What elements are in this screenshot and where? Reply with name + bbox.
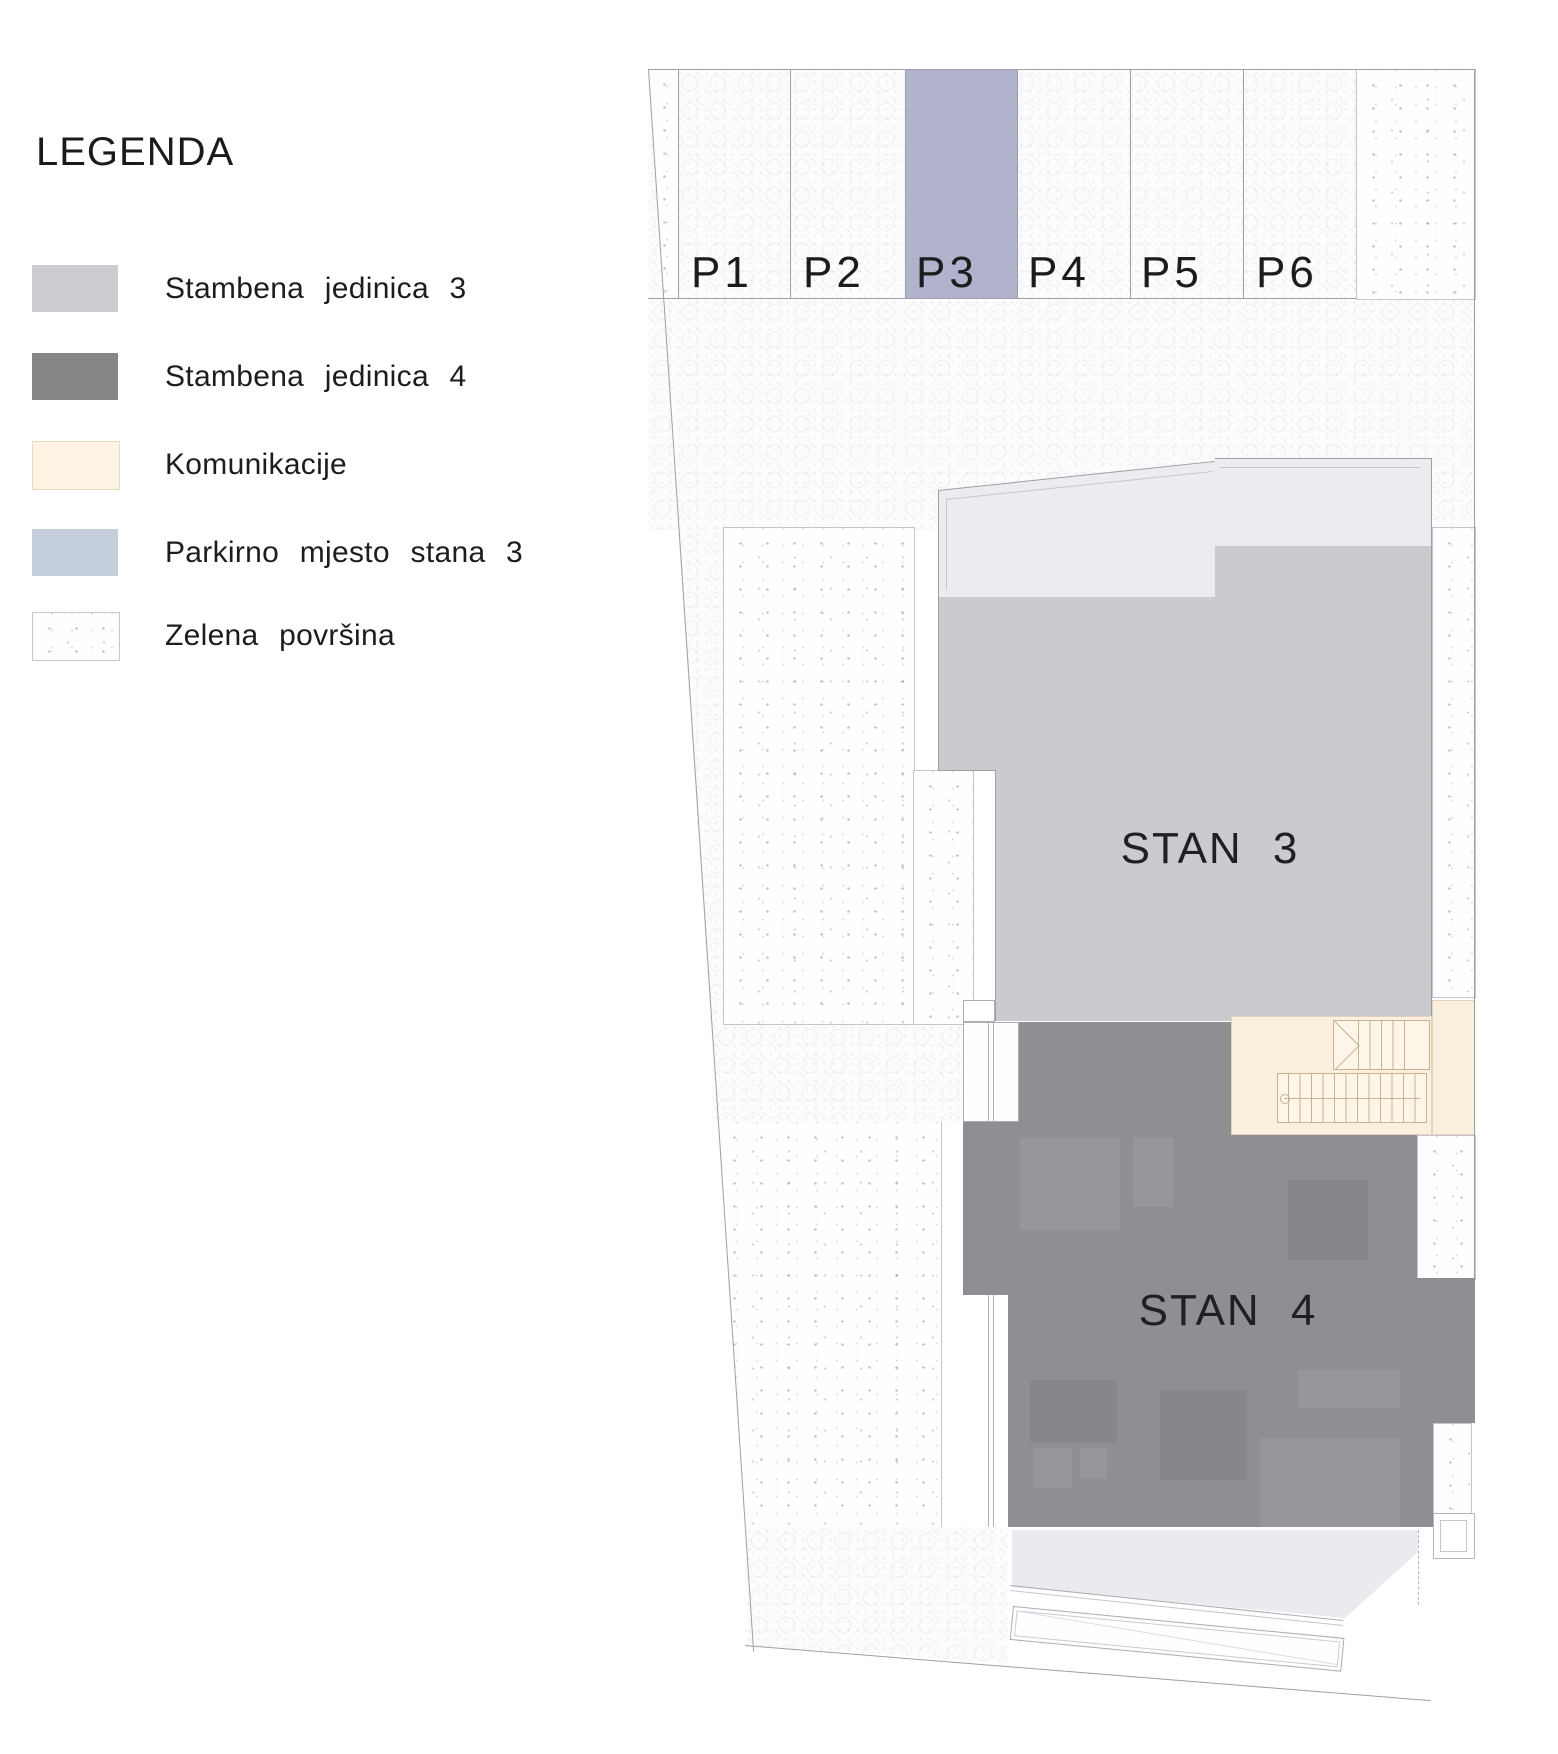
- staircase-upper-flight: [1333, 1020, 1430, 1070]
- green-area-west-lower: [718, 1122, 941, 1527]
- stan3-east-wall: [1431, 546, 1432, 1016]
- stan4-balcony: [963, 1022, 1019, 1122]
- terrace-right-edge: [1431, 458, 1432, 546]
- green-area-edge-line: [941, 1122, 942, 1527]
- stan3-area: [938, 546, 1432, 1021]
- staircase-lower-flight: [1277, 1073, 1427, 1123]
- entrance-path-paving: [712, 1023, 963, 1122]
- southeast-corner-wall-inner: [1440, 1520, 1467, 1552]
- stall-label-p2: P2: [803, 248, 865, 297]
- stall-label-p3: P3: [916, 248, 978, 297]
- green-area-parking-right: [1356, 69, 1476, 300]
- bottom-paving-wedge: [745, 1527, 1008, 1663]
- stall-label-p6: P6: [1256, 248, 1318, 297]
- legend-label-stambena-3: Stambena jedinica 3: [165, 271, 467, 305]
- green-area-east-middle: [1417, 1135, 1476, 1280]
- komunikacije-area-east: [1432, 1000, 1475, 1135]
- terrace-parapet-line-right: [1220, 467, 1420, 468]
- site-boundary-north: [648, 69, 1475, 70]
- furniture-hint: [1288, 1180, 1368, 1260]
- stan3-west-wall: [938, 597, 939, 770]
- furniture-hint: [1020, 1138, 1120, 1230]
- stan3-label: STAN 3: [1120, 824, 1300, 873]
- terrace-top-edge-right: [1215, 458, 1432, 459]
- green-area-east-lower: [1433, 1423, 1472, 1515]
- furniture-hint: [1260, 1438, 1400, 1527]
- legend-swatch-stambena-3: [32, 265, 118, 312]
- stall-divider: [905, 69, 906, 298]
- furniture-hint: [1298, 1370, 1400, 1408]
- stan3-west-wall-lower: [995, 770, 996, 1021]
- stall-divider: [1243, 69, 1244, 298]
- green-area-west-upper: [723, 527, 915, 1025]
- stan4-lower-terrace: [1012, 1530, 1418, 1618]
- legend-item-zelena-povrsina: Zelena površina: [0, 612, 560, 661]
- legend-label-parkirno-mjesto: Parkirno mjesto stana 3: [165, 535, 524, 569]
- legend-item-parkirno-mjesto: Parkirno mjesto stana 3: [0, 529, 560, 576]
- legend-label-stambena-4: Stambena jedinica 4: [165, 359, 467, 393]
- stall-divider: [790, 69, 791, 298]
- terrace-parapet-line-left: [946, 499, 947, 590]
- site-boundary-east: [1474, 69, 1475, 1278]
- legend-label-zelena-povrsina: Zelena površina: [165, 618, 395, 652]
- furniture-hint: [1033, 1448, 1072, 1488]
- green-area-east-upper: [1432, 527, 1476, 998]
- parking-row-paving: [648, 69, 1475, 298]
- stall-divider: [678, 69, 679, 298]
- legend-item-stambena-4: Stambena jedinica 4: [0, 353, 560, 400]
- stall-divider: [1017, 69, 1018, 298]
- stall-divider: [1130, 69, 1131, 298]
- furniture-hint: [1133, 1138, 1173, 1207]
- legend-item-komunikacije: Komunikacije: [0, 441, 560, 490]
- legend-item-stambena-3: Stambena jedinica 3: [0, 265, 560, 312]
- legend-label-komunikacije: Komunikacije: [165, 447, 348, 481]
- stall-label-p4: P4: [1028, 248, 1090, 297]
- stan4-entry-notch: [963, 1000, 995, 1022]
- legend-swatch-parkirno-mjesto: [32, 529, 118, 576]
- terrace-left-edge: [938, 490, 939, 597]
- legend-swatch-zelena-povrsina: [32, 612, 120, 661]
- parking-stall-p3-highlight: [905, 69, 1017, 298]
- stan4-label: STAN 4: [1138, 1286, 1318, 1335]
- furniture-hint: [1030, 1380, 1117, 1443]
- stall-label-p5: P5: [1141, 248, 1203, 297]
- parking-row-bottom-edge: [648, 298, 1475, 299]
- legend-swatch-komunikacije: [32, 441, 120, 490]
- stan3-west-step: [938, 770, 995, 771]
- stall-label-p1: P1: [691, 248, 753, 297]
- legend-swatch-stambena-4: [32, 353, 118, 400]
- furniture-hint: [1080, 1448, 1107, 1478]
- terrace-dashed-edge: [1418, 1530, 1420, 1605]
- tree-symbol: [1160, 1390, 1247, 1480]
- green-area-west-upper-ext: [913, 770, 974, 1025]
- legend-title: LEGENDA: [36, 130, 235, 174]
